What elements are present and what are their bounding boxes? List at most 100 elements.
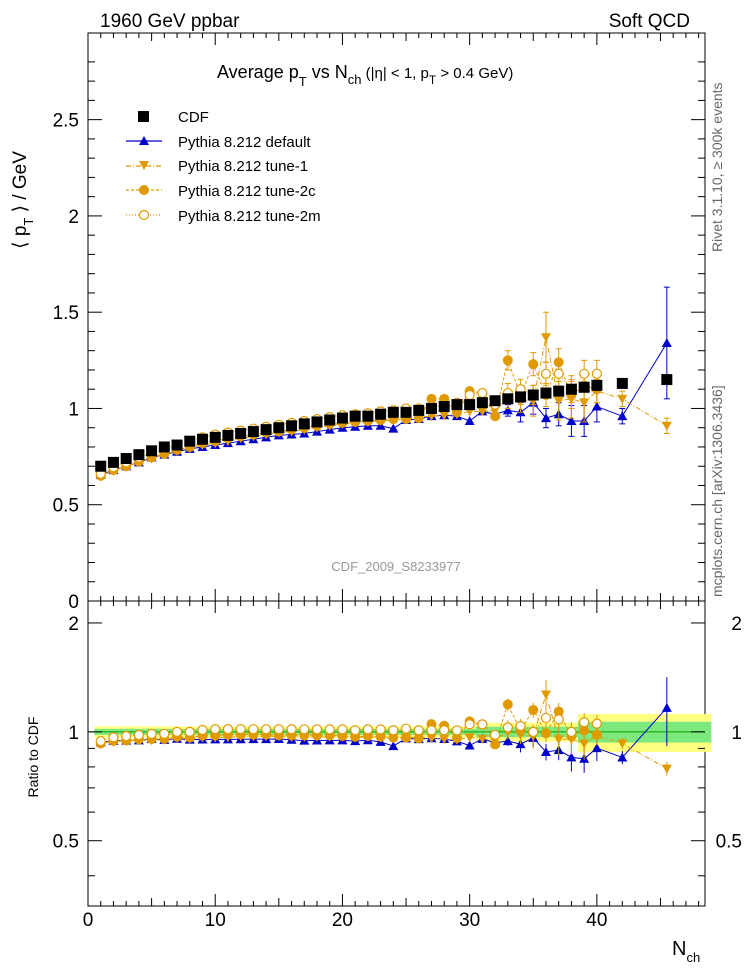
ratio-tick-label: 2	[731, 614, 742, 635]
ratio-tick-label: 1	[68, 723, 79, 744]
pythia-8-212-tune-2m-ratio-point	[528, 726, 539, 737]
x-tick-label: 30	[459, 910, 480, 931]
pythia-8-212-tune-1-point	[661, 421, 672, 431]
pythia-8-212-tune-2c-ratio-point	[401, 732, 412, 743]
pythia-8-212-default-ratio-point	[617, 752, 628, 762]
cdf-point	[311, 416, 323, 428]
pythia-8-212-tune-2m-ratio-point	[146, 728, 157, 739]
ratio-tick-label: 1	[731, 723, 742, 744]
legend-label-tune2m: Pythia 8.212 tune-2m	[178, 208, 321, 225]
legend-marker-tune2c	[139, 185, 149, 195]
cdf-point	[286, 420, 298, 432]
pythia-8-212-tune-2m-ratio-point	[502, 722, 513, 733]
pythia-8-212-tune-2m-ratio-point	[235, 724, 246, 735]
y-tick-label: 0.5	[53, 496, 79, 517]
cdf-point	[476, 397, 488, 409]
cdf-point	[196, 433, 208, 445]
cdf-point	[247, 426, 259, 438]
legend-marker-tune1	[139, 161, 149, 170]
cdf-point	[107, 456, 119, 468]
pythia-8-212-tune-2c-ratio-point	[375, 731, 386, 742]
cdf-point	[146, 445, 158, 457]
cdf-point	[387, 406, 399, 418]
pythia-8-212-default-ratio-point	[502, 736, 513, 746]
pythia-8-212-default-ratio-point	[464, 740, 475, 750]
ratio-series-layer	[95, 677, 672, 776]
cdf-point	[158, 441, 170, 453]
pythia-8-212-default-ratio-point	[566, 752, 577, 762]
ratio-tick-label: 0.5	[53, 832, 79, 853]
cdf-point	[222, 429, 234, 441]
cdf-point	[336, 412, 348, 424]
pythia-8-212-tune-2c-ratio-point	[490, 739, 501, 750]
pythia-8-212-tune-2m-point	[464, 389, 475, 401]
pythia-8-212-tune-2m-point	[540, 368, 552, 379]
pythia-8-212-tune-1-ratio-point	[579, 739, 590, 749]
pythia-8-212-tune-2m-ratio-point	[464, 719, 475, 730]
pythia-8-212-tune-1-point	[426, 412, 437, 422]
cdf-point	[553, 385, 565, 397]
cdf-point	[464, 399, 476, 411]
cdf-point	[502, 393, 514, 405]
ratio-tick-label: 2	[68, 614, 79, 635]
cdf-point	[95, 460, 107, 472]
plot-title: Average pT vs Nch (|η| < 1, pT > 0.4 GeV…	[217, 62, 513, 89]
cdf-point	[578, 381, 590, 393]
cdf-point	[349, 410, 361, 422]
y-axis-label-top: ⟨ pT ⟩ / GeV	[10, 151, 36, 249]
cdf-point	[298, 418, 310, 430]
pythia-8-212-tune-2m-point	[477, 387, 488, 399]
y-axis-label-ratio: Ratio to CDF	[25, 717, 41, 798]
x-tick-label: 0	[83, 910, 94, 931]
cdf-point	[375, 408, 387, 420]
pythia-8-212-tune-2c-ratio-point	[591, 729, 602, 740]
x-tick-label: 40	[586, 910, 607, 931]
main-series-layer	[95, 286, 673, 481]
pythia-8-212-default-point	[540, 413, 551, 423]
pythia-8-212-tune-2m-ratio-point	[362, 724, 373, 735]
axis-ticks: 0 10 20 30 40 0 0.5 1 1.5 2 2.5 0.5 0.5 1 1 2 2	[53, 33, 742, 931]
pythia-8-212-tune-1-point	[617, 394, 628, 404]
pythia-8-212-tune-1-ratio-point	[540, 690, 551, 700]
pythia-8-212-tune-2m-ratio-point	[184, 726, 195, 737]
pythia-8-212-tune-2m-ratio-point	[540, 712, 552, 724]
analysis-watermark: CDF_2009_S8233977	[331, 559, 460, 574]
pythia-8-212-default-point	[566, 415, 577, 425]
pythia-8-212-tune-1-ratio-point	[617, 739, 628, 749]
pythia-8-212-tune-2c-ratio-point	[540, 728, 551, 739]
pythia-8-212-tune-1-point	[540, 333, 551, 343]
pythia-8-212-tune-2m-ratio-point	[566, 726, 577, 737]
pythia-8-212-tune-2m-ratio-point	[311, 724, 323, 735]
x-axis-label: Nch	[672, 938, 700, 965]
pythia-8-212-tune-2m-ratio-point	[159, 728, 170, 739]
pythia-8-212-tune-2m-ratio-point	[591, 718, 602, 729]
pythia-8-212-tune-2m-ratio-point	[171, 726, 183, 737]
cdf-point	[489, 395, 501, 407]
pythia-8-212-tune-1-ratio-point	[464, 733, 475, 743]
pythia-8-212-tune-2m-point	[553, 368, 564, 379]
pythia-8-212-default-ratio-point	[591, 743, 602, 753]
pythia-8-212-tune-1-ratio-point	[661, 764, 672, 774]
legend-label-cdf: CDF	[178, 109, 209, 126]
pythia-8-212-tune-2m-ratio-point	[197, 724, 208, 736]
y-tick-label: 1	[68, 399, 79, 420]
cdf-point	[400, 406, 412, 418]
cdf-point	[235, 427, 247, 439]
pythia-8-212-tune-2m-ratio-point	[121, 731, 132, 742]
pythia-8-212-default-ratio-point	[661, 702, 672, 712]
y-tick-label: 2	[68, 207, 79, 228]
pythia-8-212-tune-1-point	[477, 407, 488, 417]
pythia-8-212-default-ratio-point	[540, 746, 551, 756]
pythia-8-212-tune-2m-ratio-point	[248, 724, 259, 735]
pythia-8-212-default-ratio-point	[388, 741, 399, 751]
pythia-8-212-tune-2m-ratio-point	[388, 725, 399, 736]
pythia-8-212-tune-1-ratio-point	[553, 735, 564, 745]
pythia-8-212-tune-2c-ratio-point	[451, 733, 462, 744]
pythia-8-212-tune-2c-line	[100, 358, 598, 477]
pythia-8-212-tune-2m-ratio-point	[426, 725, 437, 736]
cdf-point	[120, 453, 132, 465]
cdf-point	[515, 391, 527, 403]
pythia-8-212-tune-2m-ratio-point	[477, 719, 488, 730]
pythia-8-212-default-point	[617, 411, 628, 421]
legend-marker-cdf	[138, 111, 149, 122]
